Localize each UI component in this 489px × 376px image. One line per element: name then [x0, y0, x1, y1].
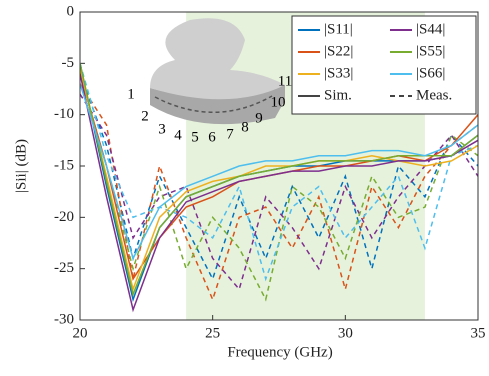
y-tick-label: -20 — [54, 209, 74, 225]
x-tick-label: 20 — [73, 325, 88, 341]
y-tick-label: -25 — [54, 260, 74, 276]
port-label: 10 — [271, 94, 286, 110]
legend-label: |S11| — [324, 21, 353, 37]
port-label: 2 — [141, 108, 149, 124]
chart: 123456789 10 11 Frequency (GHz) |Sii| (dB)… — [0, 0, 489, 376]
port-label: 8 — [241, 119, 249, 135]
port-label: 11 — [278, 73, 292, 89]
y-tick-label: 0 — [67, 3, 75, 19]
port-label: 3 — [158, 121, 166, 137]
y-axis-label: |Sii| (dB) — [13, 139, 29, 193]
port-label: 7 — [226, 126, 234, 142]
legend-label: |S66| — [416, 65, 445, 81]
port-label: 1 — [127, 86, 135, 102]
y-tick-label: -30 — [54, 311, 74, 327]
y-tick-label: -15 — [54, 157, 74, 173]
x-tick-label: 35 — [471, 325, 486, 341]
y-tick-label: -10 — [54, 106, 74, 122]
port-label: 5 — [191, 129, 199, 145]
legend-label: |S55| — [416, 43, 445, 59]
x-axis-label: Frequency (GHz) — [227, 344, 332, 360]
port-label: 4 — [174, 127, 182, 143]
port-label: 6 — [208, 129, 216, 145]
legend: |S11| |S22| |S33| |S44| |S55| |S66| Sim. Meas. — [292, 16, 476, 114]
legend-label: |S44| — [416, 21, 445, 37]
x-tick-label: 25 — [205, 325, 220, 341]
y-tick-label: -5 — [62, 55, 75, 71]
port-label: 9 — [255, 110, 263, 126]
legend-label: |S33| — [324, 65, 353, 81]
legend-style-label: Meas. — [416, 87, 452, 103]
legend-style-label: Sim. — [324, 87, 352, 103]
legend-label: |S22| — [324, 43, 353, 59]
x-tick-label: 30 — [338, 325, 353, 341]
